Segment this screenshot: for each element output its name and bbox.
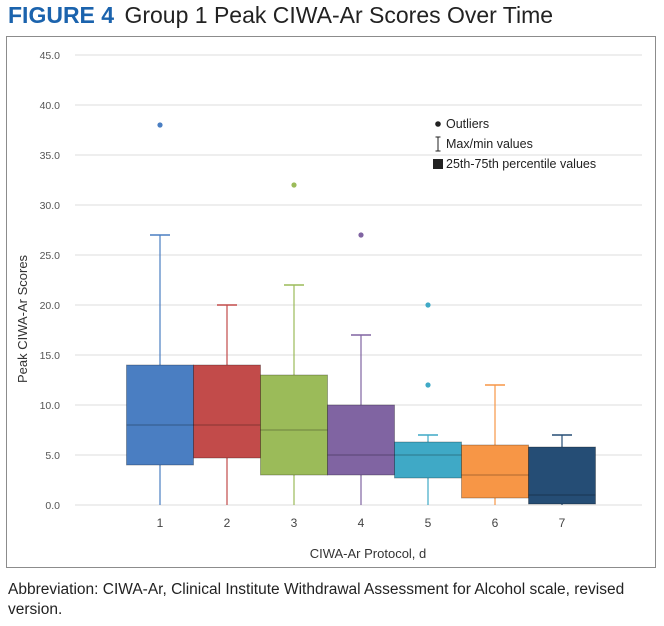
y-axis-ticks: 0.0 5.0 10.0 15.0 20.0 25.0 30.0 35.0 40.0 45.0: [40, 50, 61, 512]
box-plot-chart: 0.0 5.0 10.0 15.0 20.0 25.0 30.0 35.0 40.0 45.0 1…: [15, 50, 642, 561]
box-rect: [528, 446, 596, 505]
figure-label: FIGURE 4: [8, 2, 115, 28]
y-tick-label: 45.0: [40, 50, 61, 62]
box-6: [461, 384, 529, 505]
box-4: [327, 232, 395, 505]
box-rect: [461, 444, 529, 499]
legend-percentile-label: 25th-75th percentile values: [446, 157, 596, 171]
figure-title-text: Group 1 Peak CIWA-Ar Scores Over Time: [124, 2, 554, 28]
boxes: [126, 122, 596, 505]
box-rect: [193, 364, 261, 459]
box-rect: [327, 404, 395, 476]
box-rect: [260, 374, 328, 476]
outlier-point: [291, 182, 297, 188]
legend-whisker-symbol: [435, 136, 441, 152]
box-7: [528, 434, 596, 505]
outlier-point: [425, 382, 431, 388]
outlier-point: [358, 232, 364, 238]
y-tick-label: 15.0: [40, 350, 61, 362]
box-rect: [126, 364, 194, 466]
y-tick-label: 10.0: [40, 400, 61, 412]
box-1: [126, 122, 194, 505]
x-tick-label: 1: [157, 516, 164, 530]
x-axis-label: CIWA-Ar Protocol, d: [310, 546, 427, 561]
box-2: [193, 304, 261, 505]
x-tick-label: 5: [425, 516, 432, 530]
x-tick-label: 3: [291, 516, 298, 530]
y-tick-label: 5.0: [45, 450, 60, 462]
y-tick-label: 20.0: [40, 300, 61, 312]
legend-outliers-label: Outliers: [446, 117, 489, 131]
legend-maxmin-label: Max/min values: [446, 137, 533, 151]
abbreviation-footnote: Abbreviation: CIWA-Ar, Clinical Institut…: [8, 581, 625, 618]
x-tick-label: 4: [358, 516, 365, 530]
legend: Outliers Max/min values 25th-75th percen…: [433, 117, 596, 171]
box-rect: [394, 441, 462, 479]
y-tick-label: 40.0: [40, 100, 61, 112]
legend-percentile-square: [433, 159, 443, 169]
box-5: [394, 302, 462, 505]
y-tick-label: 30.0: [40, 200, 61, 212]
y-axis-label: Peak CIWA-Ar Scores: [15, 254, 30, 383]
chart-frame: 0.0 5.0 10.0 15.0 20.0 25.0 30.0 35.0 40.0 45.0 1…: [6, 36, 656, 568]
outlier-point: [157, 122, 163, 128]
figure-title: FIGURE 4 Group 1 Peak CIWA-Ar Scores Ove…: [8, 2, 553, 29]
outlier-point: [425, 302, 431, 308]
y-tick-label: 0.0: [45, 500, 60, 512]
y-tick-label: 25.0: [40, 250, 61, 262]
x-tick-label: 7: [559, 516, 566, 530]
y-tick-label: 35.0: [40, 150, 61, 162]
legend-outlier-dot: [435, 121, 441, 127]
x-tick-label: 2: [224, 516, 231, 530]
x-tick-label: 6: [492, 516, 499, 530]
box-3: [260, 182, 328, 505]
x-axis-ticks: 1 2 3 4 5 6 7: [157, 516, 566, 530]
